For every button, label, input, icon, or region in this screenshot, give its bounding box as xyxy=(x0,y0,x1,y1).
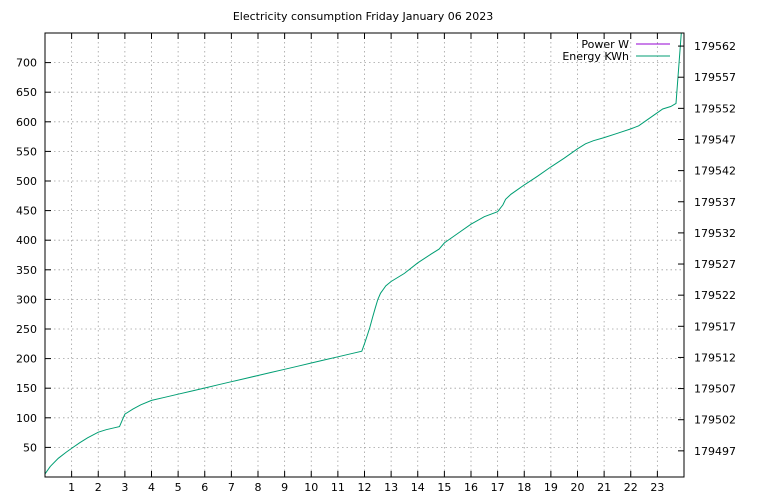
y2-tick-label: 179562 xyxy=(694,40,736,53)
x-tick-label: 8 xyxy=(255,481,262,494)
axes: 1 2 3 4 5 6 7 8 9 10 11 12 13 14 15 16 17 18 19 20 21 22 23501… xyxy=(16,33,736,494)
grid xyxy=(45,33,684,477)
y-tick-label: 450 xyxy=(16,205,37,218)
y2-tick-label: 179552 xyxy=(694,102,736,115)
y-tick-label: 650 xyxy=(16,86,37,99)
x-tick-label: 10 xyxy=(304,481,318,494)
y-tick-label: 200 xyxy=(16,353,37,366)
x-tick-label: 14 xyxy=(411,481,425,494)
x-tick-label: 1 xyxy=(68,481,75,494)
y-tick-label: 550 xyxy=(16,145,37,158)
y2-tick-label: 179542 xyxy=(694,165,736,178)
x-tick-label: 20 xyxy=(571,481,585,494)
y2-tick-label: 179502 xyxy=(694,414,736,427)
y-tick-label: 500 xyxy=(16,175,37,188)
x-tick-label: 2 xyxy=(95,481,102,494)
x-tick-label: 9 xyxy=(281,481,288,494)
y-tick-label: 600 xyxy=(16,116,37,129)
y2-tick-label: 179527 xyxy=(694,258,736,271)
x-tick-label: 22 xyxy=(624,481,638,494)
x-tick-label: 3 xyxy=(121,481,128,494)
y-tick-label: 300 xyxy=(16,293,37,306)
y-tick-label: 700 xyxy=(16,57,37,70)
x-tick-label: 18 xyxy=(517,481,531,494)
y-tick-label: 350 xyxy=(16,264,37,277)
y2-tick-label: 179547 xyxy=(694,133,736,146)
chart-title: Electricity consumption Friday January 0… xyxy=(233,10,493,23)
y2-tick-label: 179512 xyxy=(694,351,736,364)
legend-label: Power W xyxy=(581,38,629,51)
x-tick-label: 6 xyxy=(201,481,208,494)
series-layer xyxy=(44,32,682,475)
y2-tick-label: 179517 xyxy=(694,320,736,333)
x-tick-label: 4 xyxy=(148,481,155,494)
x-tick-label: 15 xyxy=(437,481,451,494)
y-tick-label: 150 xyxy=(16,382,37,395)
y2-tick-label: 179522 xyxy=(694,289,736,302)
y-tick-label: 400 xyxy=(16,234,37,247)
y2-tick-label: 179537 xyxy=(694,196,736,209)
x-tick-label: 13 xyxy=(384,481,398,494)
x-tick-label: 19 xyxy=(544,481,558,494)
x-tick-label: 16 xyxy=(464,481,478,494)
x-tick-label: 5 xyxy=(175,481,182,494)
x-tick-label: 11 xyxy=(331,481,345,494)
y-tick-label: 50 xyxy=(23,441,37,454)
x-tick-label: 17 xyxy=(491,481,505,494)
x-tick-label: 12 xyxy=(358,481,372,494)
legend-label: Energy KWh xyxy=(562,50,629,63)
y-tick-label: 250 xyxy=(16,323,37,336)
x-tick-label: 23 xyxy=(650,481,664,494)
series-line-1 xyxy=(44,32,682,475)
y2-tick-label: 179507 xyxy=(694,383,736,396)
y2-tick-label: 179532 xyxy=(694,227,736,240)
y-tick-label: 100 xyxy=(16,412,37,425)
y2-tick-label: 179497 xyxy=(694,445,736,458)
x-tick-label: 7 xyxy=(228,481,235,494)
y2-tick-label: 179557 xyxy=(694,71,736,84)
x-tick-label: 21 xyxy=(597,481,611,494)
